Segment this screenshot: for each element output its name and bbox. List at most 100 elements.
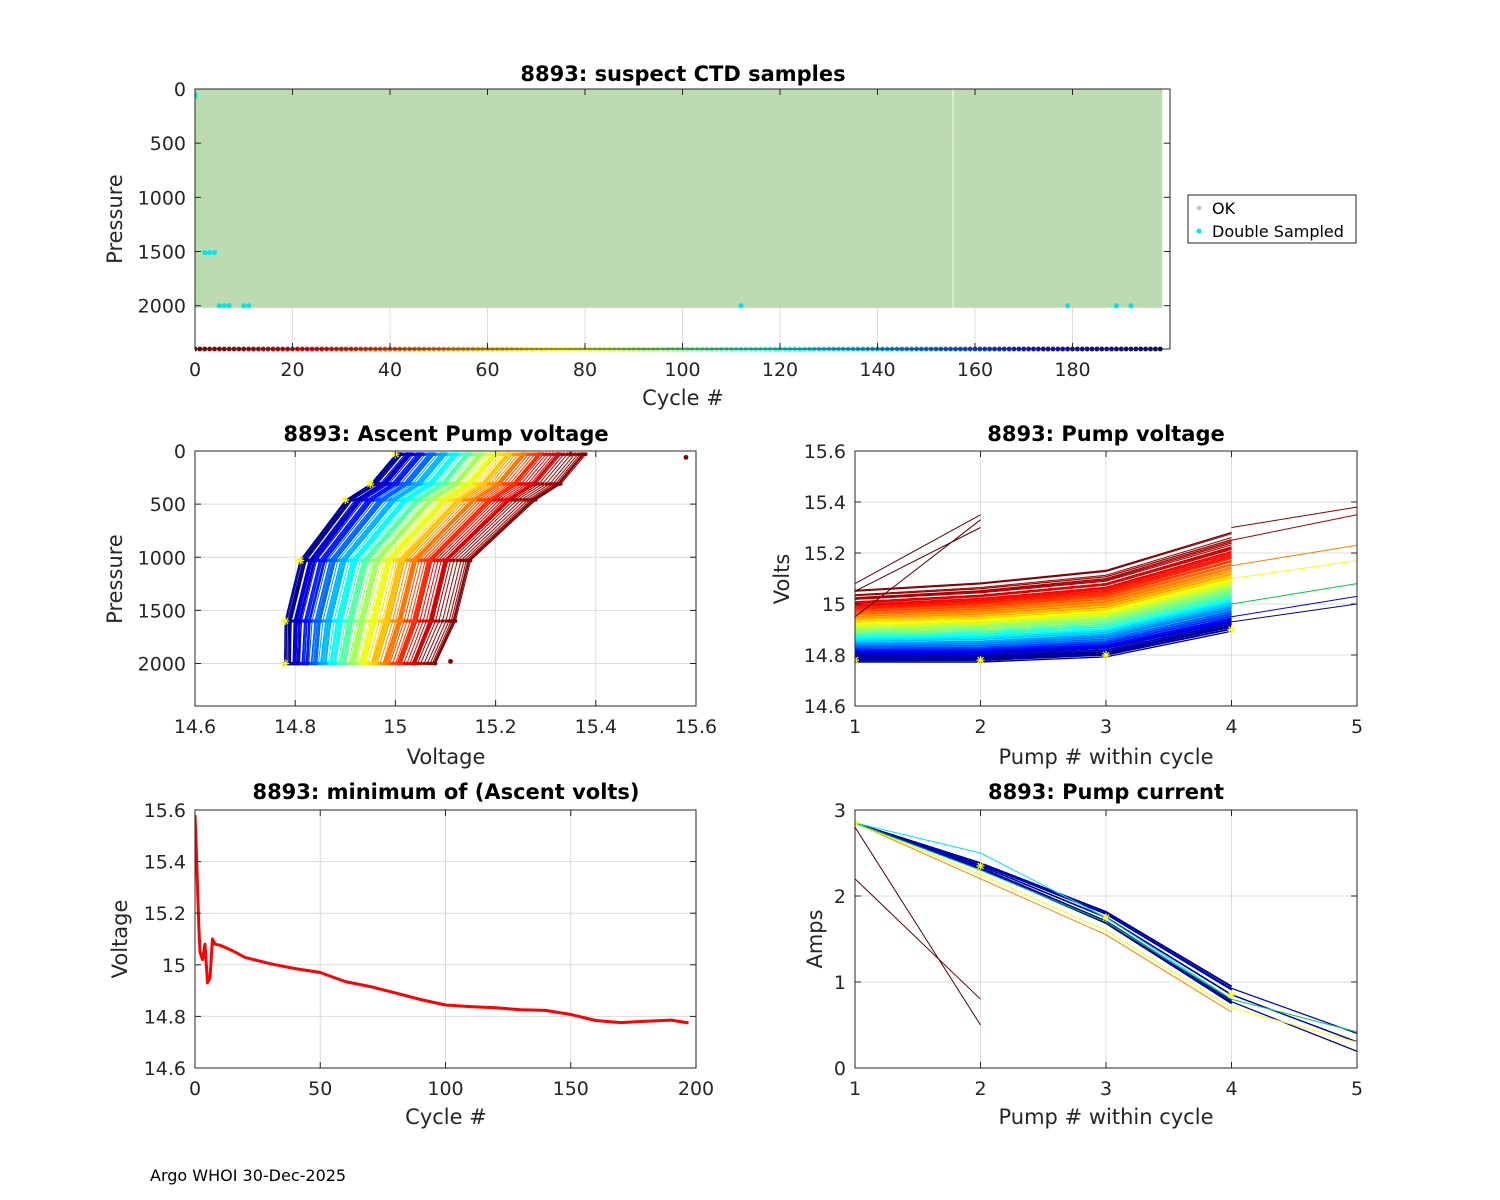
pump-voltage-cycle-line [855,581,1232,626]
ascent-latest-marker [281,659,290,668]
ascent-profile-line [292,453,406,664]
ascent-profile-line [363,453,495,664]
ctd-y-tick-label: 500 [150,133,186,155]
ascent-profile-line [297,453,411,664]
minv-y-tick-label: 14.8 [144,1006,186,1028]
ascent-latest-marker [296,556,305,565]
legend-ok-label: OK [1212,199,1236,218]
ascent-profile-line [409,453,554,664]
ascent-profile-line [320,453,441,664]
ctd-y-tick-label: 0 [174,79,186,101]
ascent-pump-voltage-chart: 8893: Ascent Pump voltage Voltage Pressu… [103,422,717,769]
pump-voltage-cycle-line [855,630,1232,663]
pump-current-short-cycle [855,826,981,1026]
pumpi-x-tick-label: 2 [974,1078,986,1100]
ascent-profile-point [334,619,339,623]
pumpi-data-layer [855,818,1357,1052]
ascent-profile-point [513,452,518,456]
ascent-profile-point [288,661,292,666]
pump-voltage-cycle-line [855,608,1232,646]
ascent-profile-point [423,482,427,486]
ascent-profile-point [450,452,455,456]
double-sampled-point [221,303,227,309]
ascent-profile-line [361,453,493,664]
pump-voltage-cycle-line [855,547,1232,603]
ascent-profile-point [411,558,416,563]
ascent-profile-line [433,453,584,664]
pumpv-x-tick-label: 2 [974,716,986,738]
ascent-profile-point [393,619,398,623]
pumpv-x-tick-label: 3 [1100,716,1112,738]
ascent-profile-line [323,453,444,664]
ascent-profile-point [553,452,558,456]
ascent-profile-point [410,619,415,623]
ctd-x-tick-label: 80 [573,359,597,381]
ascent-profile-point [413,482,418,486]
ascent-profile-line [313,453,432,664]
pump-voltage-cycle-line [855,621,1232,655]
ascent-y-tick-label: 1000 [138,547,186,569]
ascent-profile-point [427,619,431,623]
ascent-profile-point [501,452,506,456]
ascent-latest-marker [341,495,350,504]
pump-voltage-cycle-line [855,615,1232,651]
ascent-profile-line [301,453,419,664]
ok-samples-early-cycle [212,89,217,253]
ctd-x-axis-label: Cycle # [642,386,724,410]
ascent-profile-point [403,452,407,456]
double-sampled-point [1128,303,1134,309]
ascent-profile-point [484,452,489,456]
ascent-profile-point [436,558,440,563]
ascent-profile-line [370,453,504,664]
ascent-profile-point [444,619,448,623]
ascent-profile-point [544,452,549,456]
pump-voltage-cycle-line [855,559,1232,611]
ascent-latest-marker [281,617,290,625]
ascent-profile-point [377,619,381,623]
ascent-profile-point [408,558,413,563]
pumpv-y-axis-label: Volts [770,554,794,605]
minv-y-tick-label: 15 [162,955,186,977]
ascent-profile-point [309,661,314,666]
ctd-y-tick-label: 2000 [138,296,186,318]
ascent-x-axis-label: Voltage [407,745,486,769]
ascent-profile-point [500,498,505,502]
ascent-profile-point [288,619,292,623]
pump-current-variant-line [855,822,1357,1033]
ctd-x-tick-label: 0 [189,359,201,381]
ascent-profile-line [330,453,454,664]
pumpv-latest-marker [976,656,985,665]
ok-samples-early-cycle [202,89,208,253]
ascent-profile-point [515,498,520,502]
ascent-profile-point [435,452,440,456]
ascent-x-tick-label: 15.2 [474,716,516,738]
min-ascent-volts-line [195,815,689,1025]
ascent-profile-line [315,453,434,664]
ascent-profile-point [339,661,343,666]
ctd-y-axis-label: Pressure [103,174,127,264]
ascent-profile-line [293,453,408,664]
double-sampled-point [1065,303,1071,309]
double-sampled-point [226,303,232,309]
ascent-profile-point [528,482,533,486]
ascent-profile-point [504,482,509,486]
ascent-profile-point [393,661,398,666]
ascent-profile-point [319,661,323,666]
ascent-profile-line [295,453,409,664]
pumpi-y-tick-label: 2 [834,886,846,908]
ascent-profile-point [406,452,410,456]
ascent-profile-point [473,482,478,486]
double-sampled-point [1113,303,1119,309]
ascent-x-tick-label: 14.6 [174,716,216,738]
ascent-profile-point [516,452,521,456]
ascent-profile-point [348,498,353,502]
pumpi-latest-marker [976,861,985,870]
ctd-x-tick-label: 60 [475,359,499,381]
double-sampled-point [738,303,744,309]
pump-voltage-cycle-line [855,565,1232,615]
ascent-profile-point [476,452,481,456]
pump-voltage-short-cycle [855,514,981,585]
pump-voltage-cycle-line [855,601,1232,641]
ascent-profile-point [398,482,403,486]
